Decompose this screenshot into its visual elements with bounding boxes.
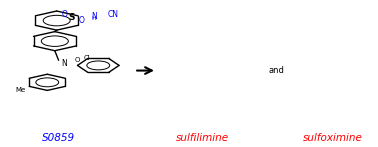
Text: sulfilimine: sulfilimine <box>176 133 229 143</box>
Text: S: S <box>68 13 75 22</box>
Text: N: N <box>91 12 98 21</box>
Text: Me: Me <box>15 87 26 93</box>
Text: sulfoximine: sulfoximine <box>303 133 363 143</box>
Text: S0859: S0859 <box>42 133 75 143</box>
Text: O: O <box>61 10 67 19</box>
Text: CN: CN <box>108 10 119 19</box>
Text: Cl: Cl <box>84 55 90 61</box>
Text: and: and <box>268 66 284 75</box>
Text: N: N <box>61 59 67 69</box>
Text: H: H <box>91 16 96 21</box>
Text: O: O <box>75 57 80 63</box>
Text: O: O <box>78 16 84 25</box>
